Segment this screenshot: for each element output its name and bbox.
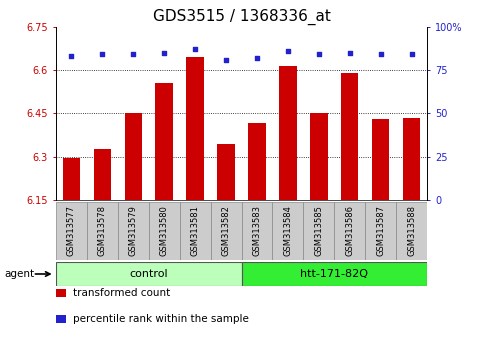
Bar: [403, 118, 421, 200]
Point: [98, 51, 106, 57]
Bar: [56, 202, 86, 260]
Text: GSM313583: GSM313583: [253, 205, 261, 257]
Bar: [242, 202, 272, 260]
Bar: [372, 119, 389, 200]
Point: [253, 55, 261, 61]
Text: GSM313581: GSM313581: [190, 206, 199, 256]
Bar: [186, 57, 203, 200]
Bar: [311, 113, 327, 200]
Bar: [272, 202, 303, 260]
Text: GSM313582: GSM313582: [222, 206, 230, 256]
Text: GSM313578: GSM313578: [98, 205, 107, 257]
Text: transformed count: transformed count: [73, 288, 170, 298]
Bar: [125, 113, 142, 200]
Text: GSM313584: GSM313584: [284, 206, 293, 256]
Point: [222, 57, 230, 62]
Point: [160, 50, 168, 55]
Point: [408, 51, 416, 57]
Text: agent: agent: [5, 269, 35, 279]
Bar: [117, 202, 149, 260]
Bar: [86, 202, 117, 260]
Bar: [248, 124, 266, 200]
Bar: [56, 262, 242, 286]
Point: [346, 50, 354, 55]
Bar: [180, 202, 211, 260]
Bar: [211, 202, 242, 260]
Text: GSM313585: GSM313585: [314, 206, 324, 256]
Bar: [149, 202, 180, 260]
Point: [191, 46, 199, 52]
Bar: [280, 65, 297, 200]
Bar: [397, 202, 427, 260]
Bar: [334, 202, 366, 260]
Bar: [156, 83, 172, 200]
Text: control: control: [129, 269, 168, 279]
Bar: [303, 202, 334, 260]
Text: GSM313577: GSM313577: [67, 205, 75, 257]
Point: [315, 51, 323, 57]
Text: GSM313586: GSM313586: [345, 205, 355, 257]
Text: GSM313579: GSM313579: [128, 206, 138, 256]
Bar: [366, 202, 397, 260]
Bar: [94, 149, 111, 200]
Text: GSM313588: GSM313588: [408, 205, 416, 257]
Text: GDS3515 / 1368336_at: GDS3515 / 1368336_at: [153, 9, 330, 25]
Bar: [217, 144, 235, 200]
Point: [129, 51, 137, 57]
Bar: [62, 158, 80, 200]
Point: [377, 51, 385, 57]
Text: GSM313587: GSM313587: [376, 205, 385, 257]
Bar: [242, 262, 427, 286]
Text: htt-171-82Q: htt-171-82Q: [300, 269, 369, 279]
Point: [284, 48, 292, 54]
Bar: [341, 73, 358, 200]
Point: [67, 53, 75, 59]
Text: percentile rank within the sample: percentile rank within the sample: [73, 314, 249, 324]
Text: GSM313580: GSM313580: [159, 206, 169, 256]
